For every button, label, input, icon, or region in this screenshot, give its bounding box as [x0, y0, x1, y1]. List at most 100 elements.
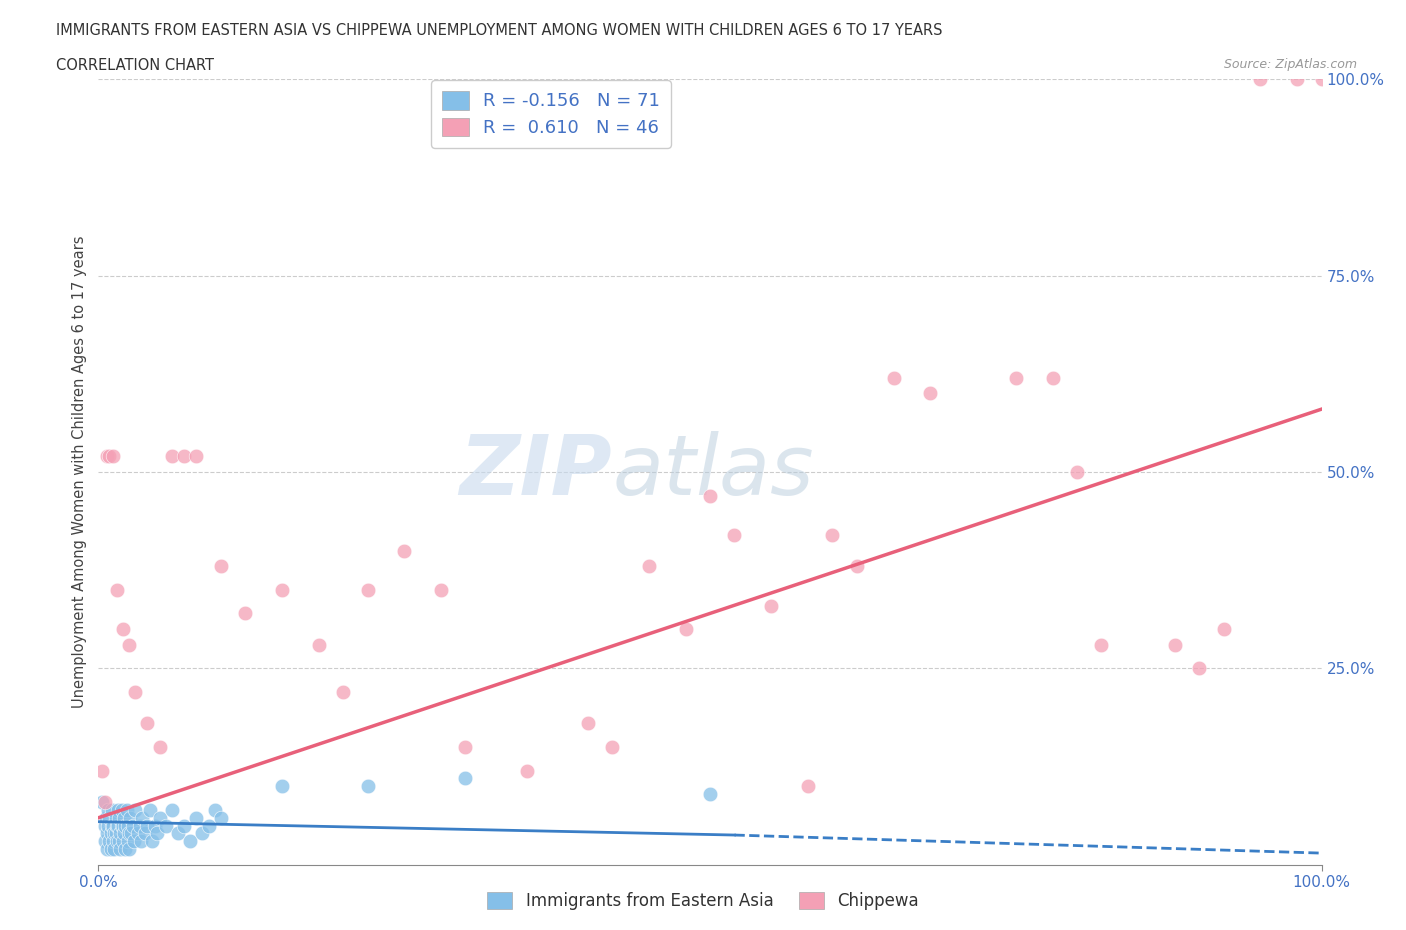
Point: [204, 803, 226, 817]
Point: [1090, 637, 1112, 652]
Point: [110, 842, 132, 857]
Point: [98, 449, 121, 464]
Point: [160, 803, 183, 817]
Point: [149, 739, 172, 754]
Point: [638, 559, 661, 574]
Point: [101, 818, 124, 833]
Point: [149, 810, 172, 825]
Point: [97, 818, 120, 833]
Point: [1042, 370, 1064, 385]
Point: [107, 803, 129, 817]
Point: [124, 684, 146, 699]
Point: [699, 787, 721, 802]
Point: [96, 449, 118, 464]
Legend: Immigrants from Eastern Asia, Chippewa: Immigrants from Eastern Asia, Chippewa: [481, 885, 925, 917]
Point: [115, 803, 138, 817]
Point: [160, 449, 183, 464]
Point: [117, 818, 139, 833]
Point: [155, 818, 177, 833]
Point: [920, 386, 942, 401]
Point: [131, 810, 153, 825]
Point: [96, 842, 118, 857]
Point: [127, 826, 149, 841]
Point: [97, 803, 120, 817]
Point: [105, 818, 128, 833]
Point: [112, 826, 135, 841]
Point: [1066, 465, 1088, 480]
Point: [356, 582, 378, 597]
Point: [91, 764, 114, 778]
Point: [883, 370, 905, 385]
Point: [600, 739, 623, 754]
Text: ZIP: ZIP: [460, 432, 612, 512]
Point: [723, 527, 745, 542]
Point: [675, 622, 697, 637]
Y-axis label: Unemployment Among Women with Children Ages 6 to 17 years: Unemployment Among Women with Children A…: [72, 235, 87, 709]
Point: [576, 716, 599, 731]
Text: Source: ZipAtlas.com: Source: ZipAtlas.com: [1223, 58, 1357, 71]
Point: [129, 818, 152, 833]
Point: [111, 803, 134, 817]
Point: [100, 826, 122, 841]
Point: [111, 818, 134, 833]
Point: [1004, 370, 1026, 385]
Point: [96, 826, 118, 841]
Point: [139, 803, 162, 817]
Point: [118, 826, 141, 841]
Point: [105, 834, 128, 849]
Text: CORRELATION CHART: CORRELATION CHART: [56, 58, 214, 73]
Point: [797, 779, 820, 794]
Point: [1164, 637, 1187, 652]
Point: [1249, 72, 1271, 86]
Point: [120, 826, 142, 841]
Point: [233, 606, 256, 621]
Point: [104, 810, 127, 825]
Point: [1286, 72, 1309, 86]
Point: [101, 803, 124, 817]
Point: [101, 834, 124, 849]
Point: [101, 818, 124, 833]
Point: [103, 842, 125, 857]
Point: [173, 449, 195, 464]
Point: [91, 794, 114, 809]
Point: [761, 598, 783, 613]
Point: [270, 779, 294, 794]
Point: [105, 582, 128, 597]
Point: [111, 818, 134, 833]
Point: [111, 622, 134, 637]
Point: [191, 826, 214, 841]
Point: [114, 842, 136, 857]
Point: [120, 810, 142, 825]
Text: atlas: atlas: [612, 432, 814, 512]
Point: [93, 834, 115, 849]
Point: [136, 716, 159, 731]
Point: [118, 842, 141, 857]
Point: [454, 739, 477, 754]
Point: [98, 810, 121, 825]
Point: [93, 818, 115, 833]
Point: [270, 582, 294, 597]
Point: [845, 559, 868, 574]
Point: [122, 834, 145, 849]
Point: [197, 818, 219, 833]
Point: [118, 637, 141, 652]
Point: [515, 764, 537, 778]
Point: [186, 449, 208, 464]
Point: [179, 834, 201, 849]
Point: [101, 449, 124, 464]
Point: [821, 527, 844, 542]
Point: [141, 834, 163, 849]
Point: [1310, 72, 1333, 86]
Point: [308, 637, 330, 652]
Point: [454, 771, 477, 786]
Point: [112, 810, 135, 825]
Point: [98, 834, 121, 849]
Point: [146, 826, 169, 841]
Point: [699, 488, 721, 503]
Point: [1212, 622, 1234, 637]
Point: [136, 818, 159, 833]
Legend: R = -0.156   N = 71, R =  0.610   N = 46: R = -0.156 N = 71, R = 0.610 N = 46: [432, 80, 671, 148]
Text: IMMIGRANTS FROM EASTERN ASIA VS CHIPPEWA UNEMPLOYMENT AMONG WOMEN WITH CHILDREN : IMMIGRANTS FROM EASTERN ASIA VS CHIPPEWA…: [56, 23, 943, 38]
Point: [124, 803, 146, 817]
Point: [356, 779, 378, 794]
